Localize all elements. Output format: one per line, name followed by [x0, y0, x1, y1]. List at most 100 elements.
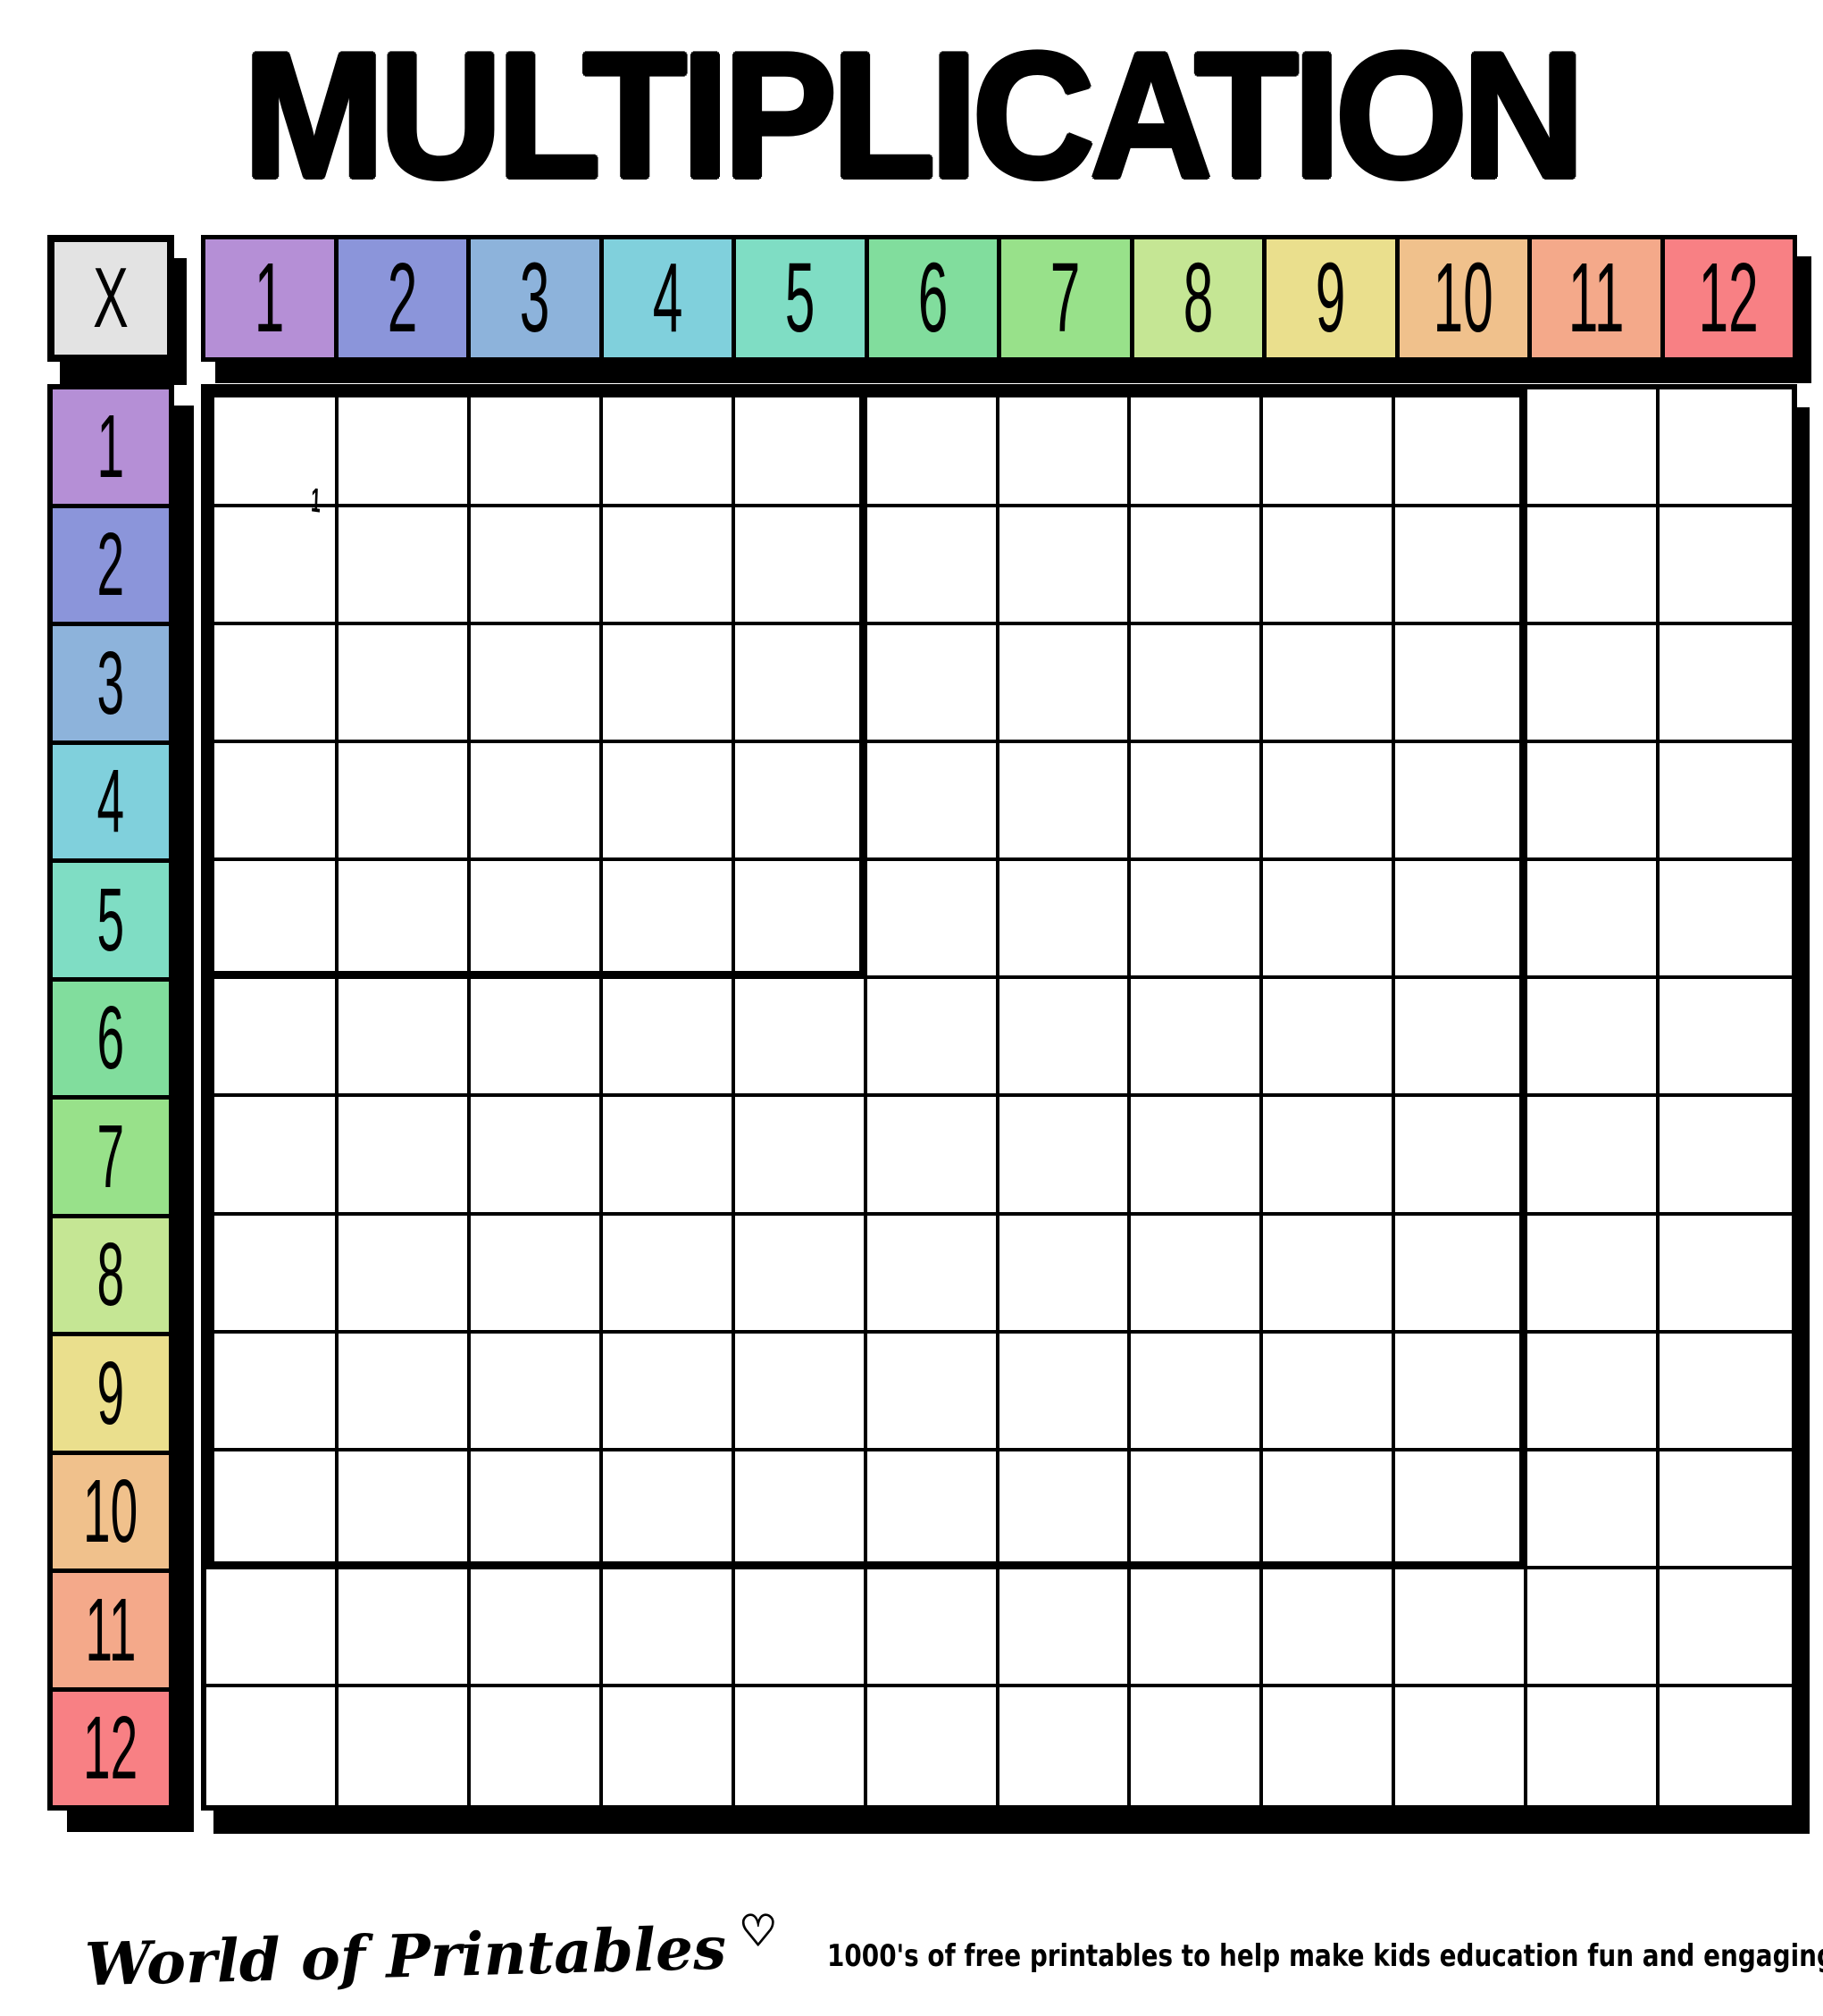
grid-cell — [338, 625, 471, 744]
footer: World of Printables ♡ 1000's of free pri… — [84, 1903, 1823, 2010]
column-header-cell-8: 8 — [1133, 239, 1267, 357]
grid-cell — [602, 1686, 735, 1805]
grid-cell — [1263, 1451, 1396, 1569]
grid-cell — [1131, 507, 1264, 626]
column-header-label: 12 — [1698, 243, 1759, 353]
column-header-cell-4: 4 — [603, 239, 736, 357]
grid-cell — [602, 625, 735, 744]
column-header-label: 6 — [917, 243, 949, 353]
grid-cell — [470, 1097, 603, 1216]
grid-cell — [1263, 1215, 1396, 1334]
grid-cell — [1527, 743, 1660, 862]
column-header-cell-6: 6 — [868, 239, 1001, 357]
column-header-cell-5: 5 — [736, 239, 869, 357]
grid-cell — [1263, 979, 1396, 1098]
grid-cell — [1395, 1451, 1528, 1569]
grid-cell — [206, 979, 339, 1098]
grid-cell — [999, 1333, 1132, 1451]
grid-cell — [1660, 1215, 1792, 1334]
grid-cell — [602, 1097, 735, 1216]
row-header-label: 7 — [96, 1106, 125, 1207]
grid-cell — [1660, 861, 1792, 980]
grid-cell — [1395, 1568, 1528, 1687]
grid-cell — [1263, 389, 1396, 508]
grid-cell — [206, 1686, 339, 1805]
column-header-label: 4 — [652, 243, 683, 353]
heart-icon: ♡ — [739, 1908, 778, 1955]
grid-cell — [470, 1215, 603, 1334]
column-header-cell-1: 1 — [205, 239, 339, 357]
grid-cell — [1395, 625, 1528, 744]
multiply-symbol: X — [93, 250, 129, 346]
grid-cell — [470, 1686, 603, 1805]
multiply-corner-cell: X — [47, 235, 174, 362]
grid-cell — [1660, 507, 1792, 626]
grid-cell — [866, 507, 999, 626]
row-header-cell-4: 4 — [53, 744, 169, 863]
grid-cell — [734, 507, 867, 626]
grid-cell — [734, 1451, 867, 1569]
row-header-cell-3: 3 — [53, 626, 169, 745]
grid-cell — [1527, 1097, 1660, 1216]
grid-cell — [1660, 625, 1792, 744]
grid-cell — [866, 979, 999, 1098]
grid-cell — [1263, 1333, 1396, 1451]
row-header-cell-5: 5 — [53, 863, 169, 982]
grid-cell — [470, 507, 603, 626]
stray-pencil-mark: 1 — [310, 481, 322, 521]
column-header-cell-12: 12 — [1664, 239, 1793, 357]
grid-cell — [1395, 979, 1528, 1098]
grid-cell — [1131, 979, 1264, 1098]
grid-cell — [1131, 1215, 1264, 1334]
grid-cell — [1395, 507, 1528, 626]
grid-cell — [734, 625, 867, 744]
grid-cell — [999, 1215, 1132, 1334]
column-header-label: 7 — [1049, 243, 1081, 353]
row-header-label: 1 — [96, 396, 125, 497]
grid-cell — [1660, 1686, 1792, 1805]
column-header-label: 11 — [1568, 243, 1625, 353]
row-header-cell-2: 2 — [53, 507, 169, 626]
row-header-label: 6 — [96, 988, 125, 1089]
column-header-label: 3 — [519, 243, 550, 353]
column-header-cell-9: 9 — [1267, 239, 1400, 357]
column-header-cell-7: 7 — [1001, 239, 1134, 357]
grid-cell — [1131, 1568, 1264, 1687]
brand-logo: World of Printables — [84, 1912, 728, 2000]
grid-cell — [734, 389, 867, 508]
grid-cell — [1131, 1451, 1264, 1569]
grid-cell — [1660, 1097, 1792, 1216]
grid-cell — [1660, 1333, 1792, 1451]
row-header-label: 11 — [85, 1579, 137, 1680]
row-header-label: 5 — [96, 869, 125, 970]
grid-cell — [1527, 1686, 1660, 1805]
page-title: MULTIPLICATION — [243, 16, 1585, 215]
grid-cell — [1527, 1215, 1660, 1334]
grid-cell — [206, 1097, 339, 1216]
grid-cell — [206, 861, 339, 980]
grid-cell — [1527, 625, 1660, 744]
grid-cell — [338, 1568, 471, 1687]
grid-cell — [866, 1568, 999, 1687]
row-header-cell-7: 7 — [53, 1100, 169, 1218]
row-header-label: 2 — [96, 514, 125, 615]
grid-cell — [602, 1215, 735, 1334]
grid-cell — [1131, 743, 1264, 862]
grid-cell — [1263, 507, 1396, 626]
column-header-label: 9 — [1315, 243, 1346, 353]
row-header-cell-6: 6 — [53, 981, 169, 1100]
grid-cell — [999, 743, 1132, 862]
grid-cell — [1263, 743, 1396, 862]
grid-cell — [1263, 625, 1396, 744]
grid-cell — [734, 1333, 867, 1451]
grid-cell — [999, 625, 1132, 744]
grid-cell — [1660, 1451, 1792, 1569]
grid-cell — [602, 1333, 735, 1451]
grid-cell — [1263, 1568, 1396, 1687]
grid-cell — [470, 743, 603, 862]
grid-cell — [734, 861, 867, 980]
row-header-label: 4 — [96, 751, 125, 852]
grid-cell — [866, 1686, 999, 1805]
multiplication-grid: 1 — [201, 384, 1797, 1811]
grid-cell — [1395, 1333, 1528, 1451]
